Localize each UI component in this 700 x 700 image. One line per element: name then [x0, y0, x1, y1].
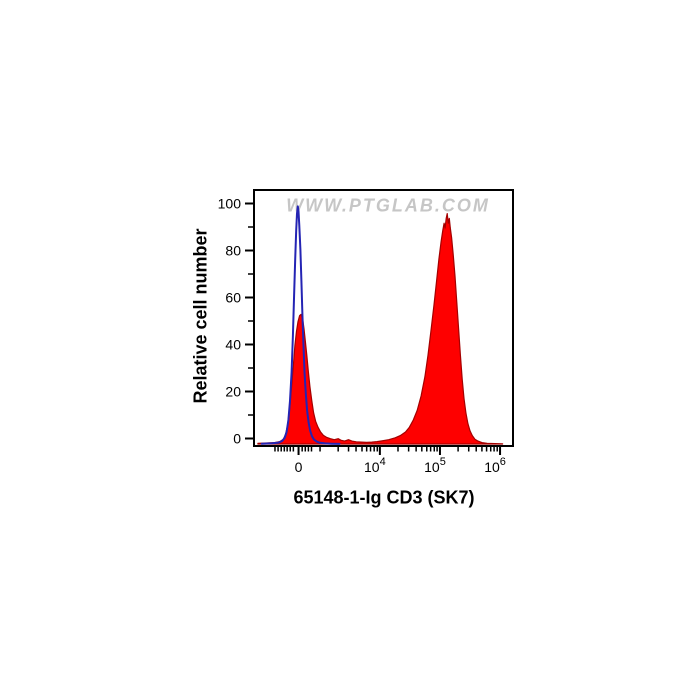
x-tick-label: 105	[424, 456, 446, 475]
y-tick-label: 100	[218, 196, 242, 212]
plot-frame	[253, 189, 514, 447]
x-tick-label: 104	[364, 456, 386, 475]
y-tick-label: 60	[225, 290, 241, 306]
blue-outline-histogram	[260, 205, 341, 445]
y-tick-label: 40	[225, 337, 241, 353]
red-filled-histogram	[257, 213, 504, 445]
y-tick-label: 80	[225, 243, 241, 259]
y-tick-label: 0	[233, 431, 241, 447]
watermark: WWW.PTGLAB.COM	[286, 195, 490, 216]
figure-title: 65148-1-Ig CD3 (SK7)	[293, 487, 475, 508]
y-tick-label: 20	[225, 384, 241, 400]
y-axis-title: Relative cell number	[190, 228, 211, 404]
x-tick-label: 106	[484, 456, 506, 475]
x-tick-label: 0	[295, 459, 303, 475]
